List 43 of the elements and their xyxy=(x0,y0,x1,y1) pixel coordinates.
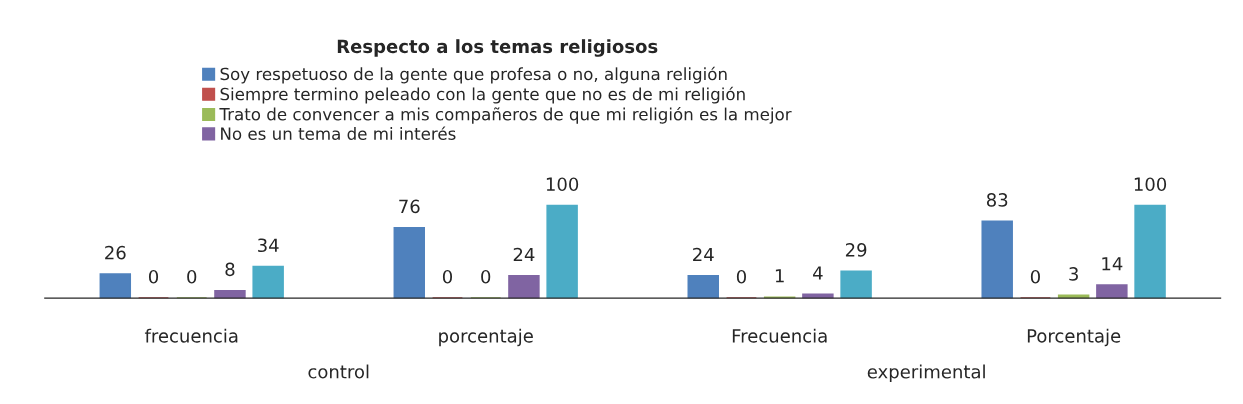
x-tick-label: frecuencia xyxy=(144,328,238,343)
data-label: 26 xyxy=(105,245,126,260)
data-label: 29 xyxy=(845,243,867,257)
bar xyxy=(802,293,834,299)
bar xyxy=(981,220,1013,299)
data-label: 0 xyxy=(1030,269,1040,284)
data-label: 0 xyxy=(736,269,746,284)
legend-label: Soy respetuoso de la gente que profesa o no, alguna religión xyxy=(220,66,727,84)
bar xyxy=(546,204,578,299)
data-label: 100 xyxy=(1134,177,1167,192)
chart-title: Respecto a los temas religiosos xyxy=(337,39,658,57)
data-label: 24 xyxy=(693,247,714,262)
data-label: 1 xyxy=(775,269,784,283)
x-tick-label: Frecuencia xyxy=(732,328,827,343)
data-label: 76 xyxy=(399,199,420,214)
data-label: 14 xyxy=(1102,257,1123,271)
text: control xyxy=(308,364,369,379)
data-label: 0 xyxy=(481,269,491,284)
data-label: 83 xyxy=(986,193,1008,207)
data-label: 24 xyxy=(513,247,535,262)
bar xyxy=(1096,284,1128,299)
bar xyxy=(687,275,719,299)
bar xyxy=(508,275,540,299)
data-label: 4 xyxy=(813,266,823,280)
bar xyxy=(1134,204,1166,299)
x-tick-label: Porcentaje xyxy=(1027,328,1121,347)
data-label: 100 xyxy=(546,177,579,192)
data-label: 8 xyxy=(225,262,235,277)
bar xyxy=(840,270,872,299)
bar xyxy=(99,273,132,299)
bar xyxy=(393,227,426,299)
bar xyxy=(214,289,246,299)
data-label: 0 xyxy=(148,269,159,284)
x-tick-label: porcentaje xyxy=(439,328,533,347)
data-label: 0 xyxy=(187,269,197,284)
text: experimental xyxy=(867,364,985,382)
legend-label: Trato de convencer a mis compañeros de que mi religión es la mejor xyxy=(219,106,792,124)
legend-label: Siempre termino peleado con la gente que no es de mi religión xyxy=(220,86,745,104)
bar xyxy=(252,265,284,299)
data-label: 0 xyxy=(442,269,453,284)
data-label: 34 xyxy=(258,238,279,253)
data-label: 3 xyxy=(1069,267,1078,281)
legend-label: No es un tema de mi interés xyxy=(221,126,456,140)
